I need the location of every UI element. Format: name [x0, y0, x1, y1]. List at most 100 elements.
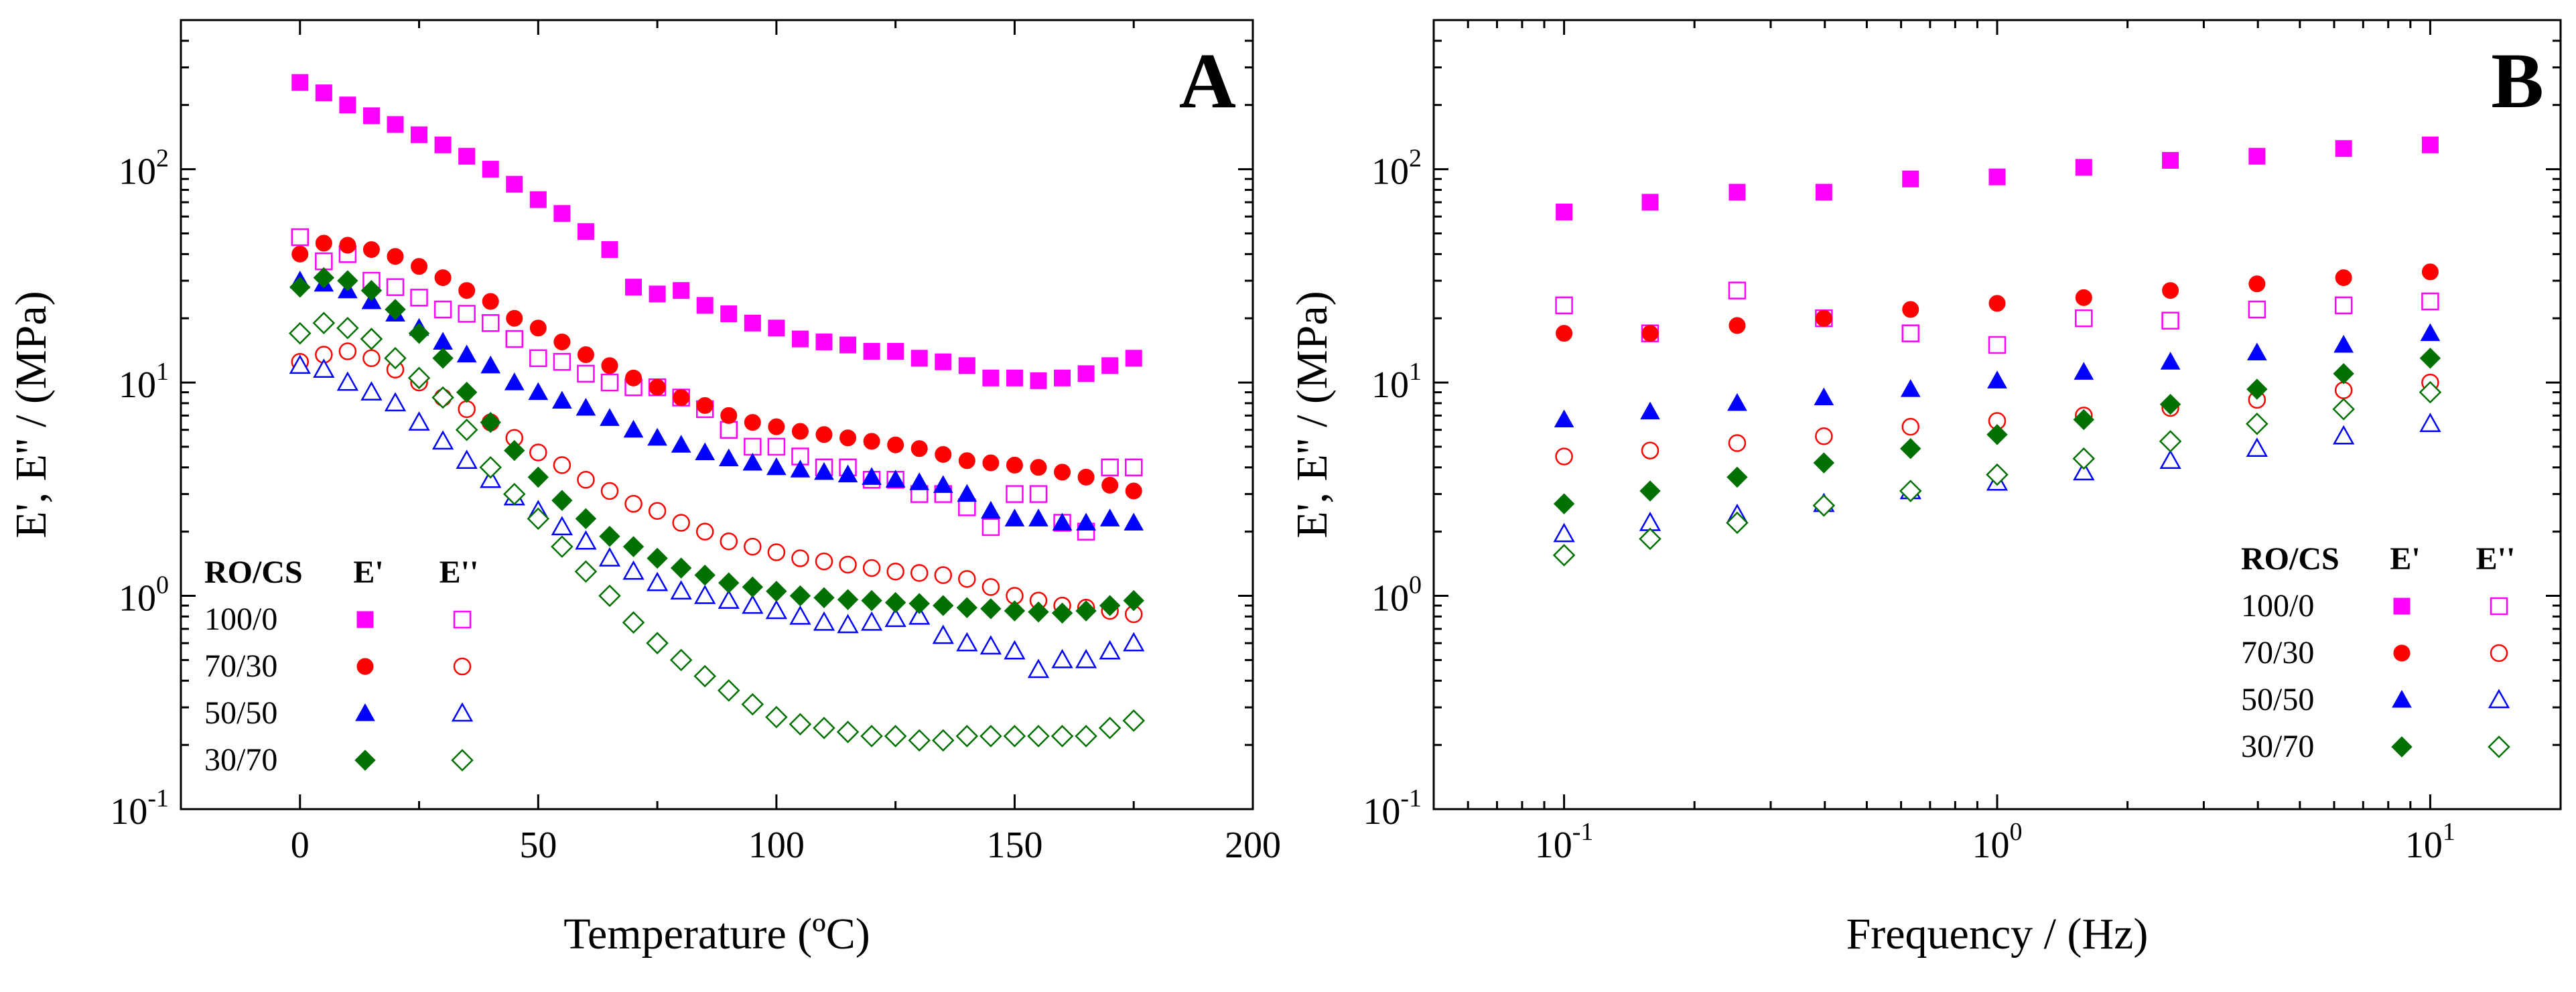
data-point [1099, 508, 1120, 526]
legend-row-label: 100/0 [204, 601, 277, 637]
data-point [695, 522, 714, 541]
data-point [527, 466, 549, 488]
data-point [2421, 263, 2439, 281]
data-point [696, 397, 714, 414]
series-30-70-e- [1553, 348, 2441, 514]
y-tick-label: 100 [119, 571, 169, 620]
data-point [624, 494, 642, 513]
data-point [2072, 447, 2096, 470]
data-point [360, 279, 383, 301]
legend-marker-open [2488, 689, 2510, 709]
data-point [1006, 456, 1023, 474]
data-point [313, 267, 335, 289]
legend-header: RO/CS [204, 555, 303, 590]
legend-col-loss-modulus: E'' [439, 555, 479, 590]
data-point [1051, 602, 1073, 624]
data-point [623, 419, 644, 438]
data-point [289, 354, 311, 374]
data-point [601, 241, 618, 259]
data-point [529, 443, 547, 462]
data-point [863, 433, 880, 450]
legend-marker-open [451, 749, 474, 772]
data-point [434, 136, 452, 153]
data-point [1988, 168, 2006, 186]
data-point [791, 447, 809, 466]
data-point [622, 611, 645, 634]
legend-marker-filled [2393, 644, 2411, 662]
data-point [672, 514, 690, 532]
data-point [884, 591, 906, 614]
y-tick-label: 102 [1371, 145, 1422, 193]
data-point [1004, 640, 1026, 660]
data-point [649, 285, 666, 303]
series-100-0-e- [1556, 136, 2439, 221]
data-point [433, 300, 452, 319]
data-point [387, 248, 404, 265]
data-point [673, 282, 690, 299]
data-point [291, 245, 309, 263]
data-point [1075, 600, 1097, 622]
data-point [1900, 438, 1921, 459]
data-point [482, 161, 499, 178]
legend-marker-open [2488, 735, 2510, 758]
data-point [885, 470, 906, 488]
data-point [1050, 725, 1074, 748]
data-point [552, 391, 572, 409]
x-tick-label: 50 [519, 825, 557, 866]
data-point [2335, 269, 2352, 287]
data-point [600, 482, 619, 500]
data-point [408, 411, 430, 431]
series-70-30-e- [291, 234, 1142, 500]
data-point [506, 309, 523, 327]
data-point [720, 305, 738, 322]
data-point [765, 705, 788, 729]
data-point [1553, 522, 1575, 543]
data-point [575, 508, 597, 530]
data-point [720, 421, 738, 439]
data-point [860, 725, 883, 748]
data-point [1029, 485, 1048, 503]
data-point [744, 437, 762, 456]
data-point [956, 632, 978, 652]
data-point [766, 457, 787, 476]
data-point [1814, 387, 1834, 406]
data-point [718, 572, 740, 593]
data-point [742, 594, 764, 614]
data-point [2248, 300, 2266, 319]
data-point [765, 599, 788, 620]
data-point [2161, 311, 2179, 330]
legend-marker-filled [356, 658, 374, 675]
data-point [791, 330, 809, 348]
data-point [411, 126, 428, 143]
panel-b-chart: 10-1 100 101 102 10-1 100 101 Frequency / (Hz) E… [1288, 19, 2562, 959]
data-point [338, 342, 357, 360]
data-point [649, 378, 666, 396]
data-point [598, 547, 621, 567]
data-point [527, 507, 550, 530]
data-point [312, 311, 336, 335]
data-point [837, 589, 859, 610]
data-point [1077, 468, 1095, 486]
data-point [839, 429, 857, 447]
data-point [384, 392, 407, 412]
data-point [1027, 725, 1050, 748]
data-point [2073, 461, 2095, 481]
data-point [908, 729, 931, 752]
data-point [622, 560, 645, 580]
data-point [1556, 204, 1573, 221]
data-point [2332, 398, 2355, 421]
series-100-0-e- [291, 74, 1142, 389]
data-point [2419, 380, 2442, 404]
data-point [528, 382, 549, 401]
data-point [884, 608, 906, 628]
data-point [289, 322, 312, 345]
data-point [1004, 600, 1026, 622]
legend-col-loss-modulus: E'' [2476, 541, 2516, 577]
data-point [553, 352, 571, 371]
data-point [2159, 449, 2181, 470]
data-point [1101, 476, 1119, 494]
data-point [813, 611, 835, 631]
data-point [910, 564, 929, 582]
data-point [744, 414, 761, 431]
